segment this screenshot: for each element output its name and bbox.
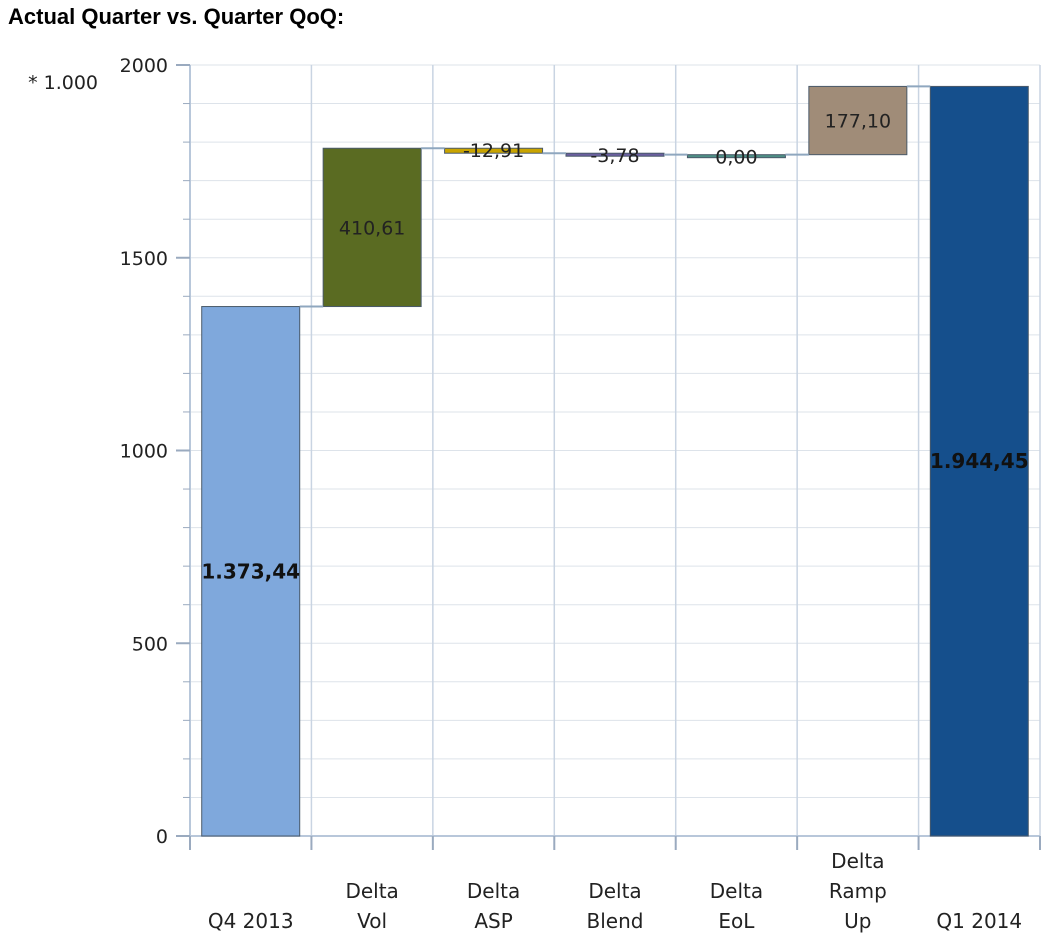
bar-6: [929, 85, 1029, 837]
y-tick-label: 500: [132, 633, 168, 655]
x-tick-label: Ramp: [829, 879, 887, 903]
x-tick-label: Blend: [587, 909, 644, 933]
data-label: 1.373,44: [201, 559, 300, 583]
y-tick-label: 1500: [120, 248, 168, 270]
y-tick-label: 1000: [120, 441, 168, 463]
x-tick-label: Vol: [357, 909, 387, 933]
x-tick-label: Delta: [467, 879, 520, 903]
x-tick-label: EoL: [718, 909, 755, 933]
x-tick-label: ASP: [474, 909, 512, 933]
y-tick-label: 2000: [120, 55, 168, 77]
bar-0: [201, 306, 301, 837]
data-label: 0,00: [715, 147, 757, 169]
y-multiplier-label: * 1.000: [28, 72, 98, 94]
bar-2: [444, 147, 544, 154]
data-label: -12,91: [463, 140, 524, 162]
x-tick-label: Q4 2013: [208, 909, 294, 933]
x-tick-label: Delta: [710, 879, 763, 903]
x-tick-label: Delta: [345, 879, 398, 903]
chart-title: Actual Quarter vs. Quarter QoQ:: [8, 4, 345, 29]
y-tick-label: 0: [156, 826, 168, 848]
x-tick-label: Q1 2014: [936, 909, 1022, 933]
data-label: 1.944,45: [930, 449, 1029, 473]
bar-5: [808, 85, 908, 156]
x-tick-label: Delta: [831, 849, 884, 873]
data-label: -3,78: [590, 145, 639, 167]
x-tick-label: Up: [844, 909, 871, 933]
bar-1: [322, 147, 422, 308]
data-label: 177,10: [825, 111, 891, 133]
x-tick-label: Delta: [588, 879, 641, 903]
bar-4: [686, 154, 786, 159]
data-label: 410,61: [339, 217, 405, 239]
